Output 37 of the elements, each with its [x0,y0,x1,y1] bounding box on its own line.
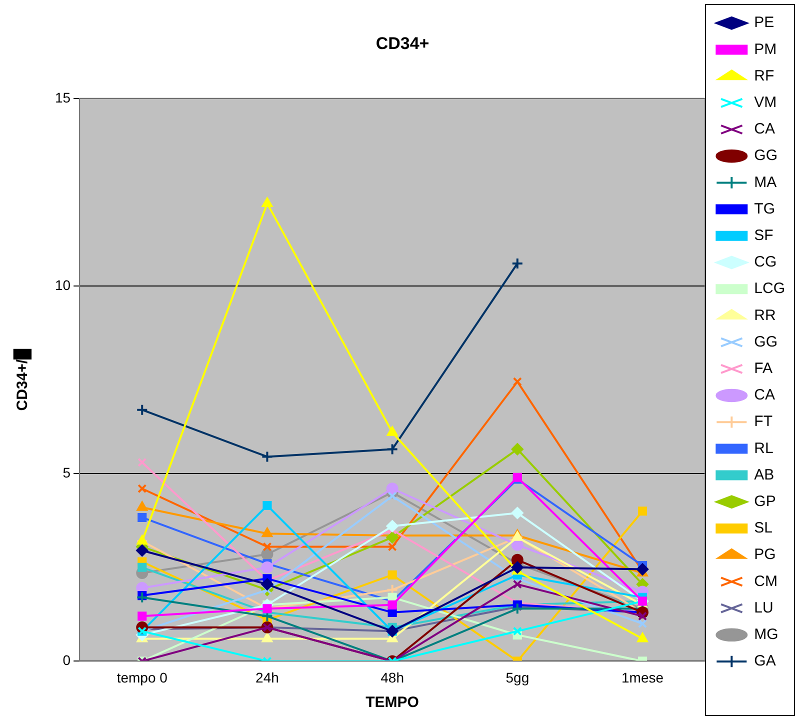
x-tick-label: 48h [380,669,404,686]
x-tick-label: tempo 0 [116,669,168,686]
legend-label: CA [754,120,775,138]
legend-label: CA [754,386,775,404]
legend-label: GP [754,493,776,510]
legend-label: VM [754,94,777,112]
legend-label: PE [754,14,774,32]
legend-label: FT [754,413,772,430]
y-tick-label: 10 [54,276,71,293]
legend-label: GA [754,652,776,670]
y-tick-label: 15 [54,89,71,106]
legend-label: FA [754,360,772,378]
legend-label: MA [754,174,777,191]
legend-label: GG [754,333,778,350]
legend-label: SL [754,520,773,537]
x-tick-label: 1mese [621,669,664,686]
legend-label: CM [754,572,778,590]
y-tick-label: 0 [62,652,71,668]
x-axis-title: TEMPO [366,694,420,712]
legend-label: RF [754,67,774,84]
legend-label: LCG [754,280,785,298]
legend-label: SF [754,227,774,244]
y-tick-label: 5 [62,464,71,480]
legend-label: MG [754,626,778,644]
legend-label: GG [754,147,778,164]
y-axis-title: CD34+/█ [13,348,32,411]
chart-title: CD34+ [376,34,430,53]
x-tick-label: 5gg [506,669,530,686]
legend-label: RL [754,440,774,457]
legend-label: RR [754,306,776,324]
legend-label: LU [754,599,774,616]
legend-label: AB [754,466,774,484]
legend-label: CG [754,254,777,271]
legend-label: PG [754,546,776,564]
legend-label: PM [754,40,777,58]
legend-label: TG [754,200,775,218]
x-tick-label: 24h [256,669,279,686]
